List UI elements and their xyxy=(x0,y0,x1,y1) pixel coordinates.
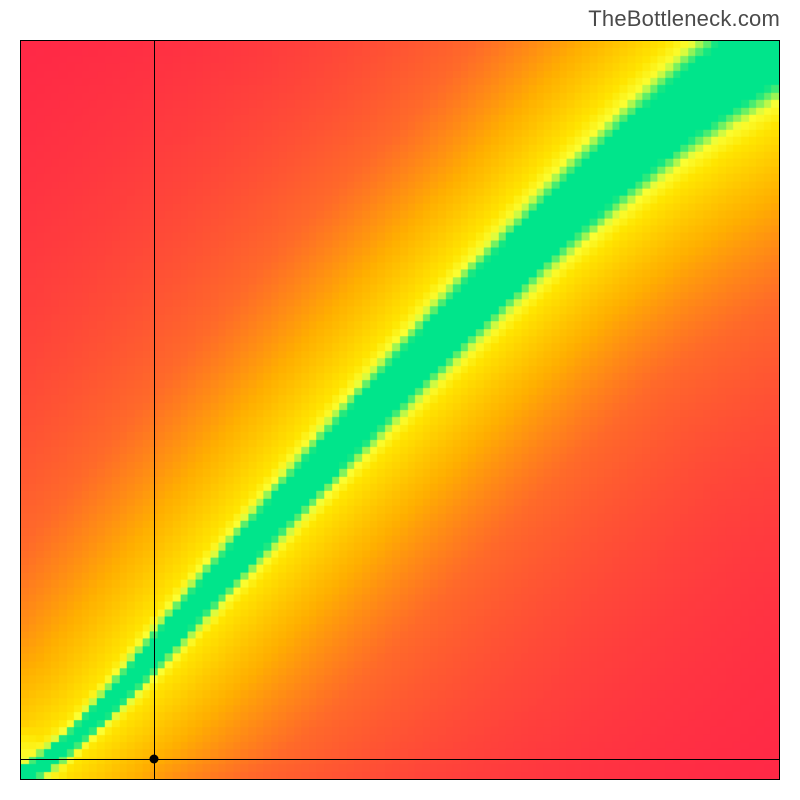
attribution-text: TheBottleneck.com xyxy=(588,6,780,32)
bottleneck-heatmap xyxy=(20,40,780,780)
heatmap-canvas xyxy=(21,41,779,779)
